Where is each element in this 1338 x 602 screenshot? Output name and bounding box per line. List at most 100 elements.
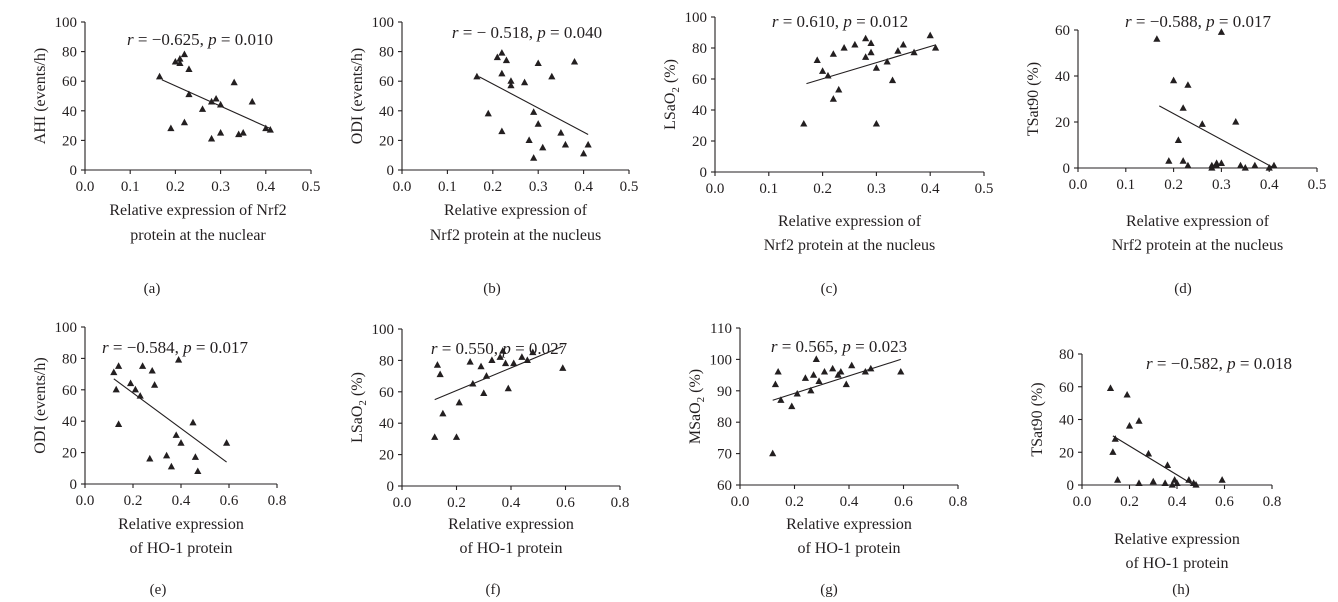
x-axis-label: of HO-1 protein [129,540,232,557]
x-axis-label: Relative expression [786,516,912,533]
panel-c: 0 20 40 60 80 100 0.0 0.1 0.2 0.3 0.4 0.5 LSaO2 (%) R… [662,10,993,297]
y-tick-label: 20 [1059,445,1074,461]
y-axis-label: TSat90 (%) [1029,382,1046,456]
x-tick-label: 0.8 [268,493,287,509]
y-tick-label: 60 [379,385,394,401]
data-point [1270,161,1278,169]
trend-line [161,79,271,130]
panel-f: 0 20 40 60 80 100 0.0 0.2 0.4 0.6 0.8 LSaO2 (%) Rela… [349,322,629,598]
x-tick-label: 0.1 [1116,177,1135,193]
x-axis-label: of HO-1 protein [459,540,562,557]
data-point [498,49,506,56]
data-point [894,47,902,54]
x-tick-label: 0.0 [706,181,725,197]
correlation-annotation: r = 0.550, p = 0.027 [431,339,568,358]
x-tick-label: 0.5 [1308,177,1327,193]
y-tick-label: 20 [1055,115,1070,131]
data-point [793,389,801,397]
y-tick-label: 100 [685,10,708,26]
x-tick-label: 0.4 [256,179,275,195]
data-point [840,44,848,51]
correlation-annotation: r = 0.610, p = 0.012 [772,12,908,31]
data-point [207,97,216,105]
data-point [167,124,175,132]
data-point [496,353,504,360]
data-point [897,367,905,375]
data-point [800,119,808,127]
y-tick-label: 70 [717,447,732,463]
data-point [507,81,515,89]
data-point [1109,448,1117,455]
y-tick-label: 100 [55,15,78,31]
panel-label: (e) [150,582,167,598]
x-tick-label: 0.2 [785,494,804,510]
y-tick-label: 40 [1055,69,1070,85]
x-tick-label: 0.3 [867,181,886,197]
data-point [480,389,488,396]
y-tick-label: 0 [70,477,78,493]
y-tick-label: 60 [379,74,394,90]
y-tick-label: 0 [70,163,78,179]
panel-label: (f) [486,582,501,598]
data-point [1236,161,1245,169]
x-tick-label: 0.4 [172,493,191,509]
y-tick-label: 100 [710,352,733,368]
data-point [862,34,870,42]
data-point [1208,164,1216,171]
data-point [931,44,940,51]
data-point [861,367,869,375]
trend-line [434,345,563,401]
x-tick-label: 0.5 [975,181,994,197]
data-point [530,108,538,115]
y-axis-label: TSat90 (%) [1025,62,1042,136]
x-axis-label: Relative expression of [1126,213,1270,230]
x-tick-label: 0.0 [1069,177,1088,193]
data-point [926,31,934,39]
y-tick-label: 0 [1067,478,1075,494]
data-point [534,59,542,67]
data-point [1265,164,1273,171]
trend-line [478,76,589,135]
x-tick-label: 0.2 [813,181,832,197]
x-axis-label: Relative expression [118,516,244,533]
data-point [557,129,565,136]
data-point [167,462,175,470]
y-tick-label: 20 [379,448,394,464]
data-point [867,364,875,372]
y-tick-label: 80 [62,351,77,367]
data-point [1170,76,1178,84]
data-point [176,55,184,62]
panel-a: 0 20 40 60 80 100 0.0 0.1 0.2 0.3 0.4 0.5 AHI (event… [32,15,320,297]
y-axis-label: MSaO2 (%) [687,369,707,444]
data-point [1165,157,1173,164]
data-point [1153,35,1161,42]
panel-label: (c) [821,281,838,297]
y-tick-label: 40 [62,104,77,120]
data-point [518,353,526,360]
y-tick-label: 40 [379,104,394,120]
data-point [570,57,579,65]
x-tick-label: 0.0 [731,494,750,510]
data-point [172,431,180,438]
data-point [1125,422,1134,429]
x-tick-label: 0.2 [166,179,185,195]
x-tick-label: 0.2 [1120,494,1139,510]
data-point [498,69,506,77]
x-tick-label: 0.6 [220,493,239,509]
y-tick-label: 0 [387,479,395,495]
data-point [525,136,533,143]
data-point [185,65,193,72]
data-point [493,53,501,61]
x-axis-label: of HO-1 protein [797,540,900,557]
data-point [127,379,135,387]
data-point [176,59,184,67]
data-point [1149,477,1157,485]
data-point [1232,118,1240,125]
data-point [473,72,481,80]
data-point [510,359,518,367]
data-point [115,420,123,427]
data-point [484,109,492,117]
x-tick-label: 0.0 [1073,494,1092,510]
correlation-annotation: r = − 0.518, p = 0.040 [452,23,602,42]
data-point [189,418,197,426]
